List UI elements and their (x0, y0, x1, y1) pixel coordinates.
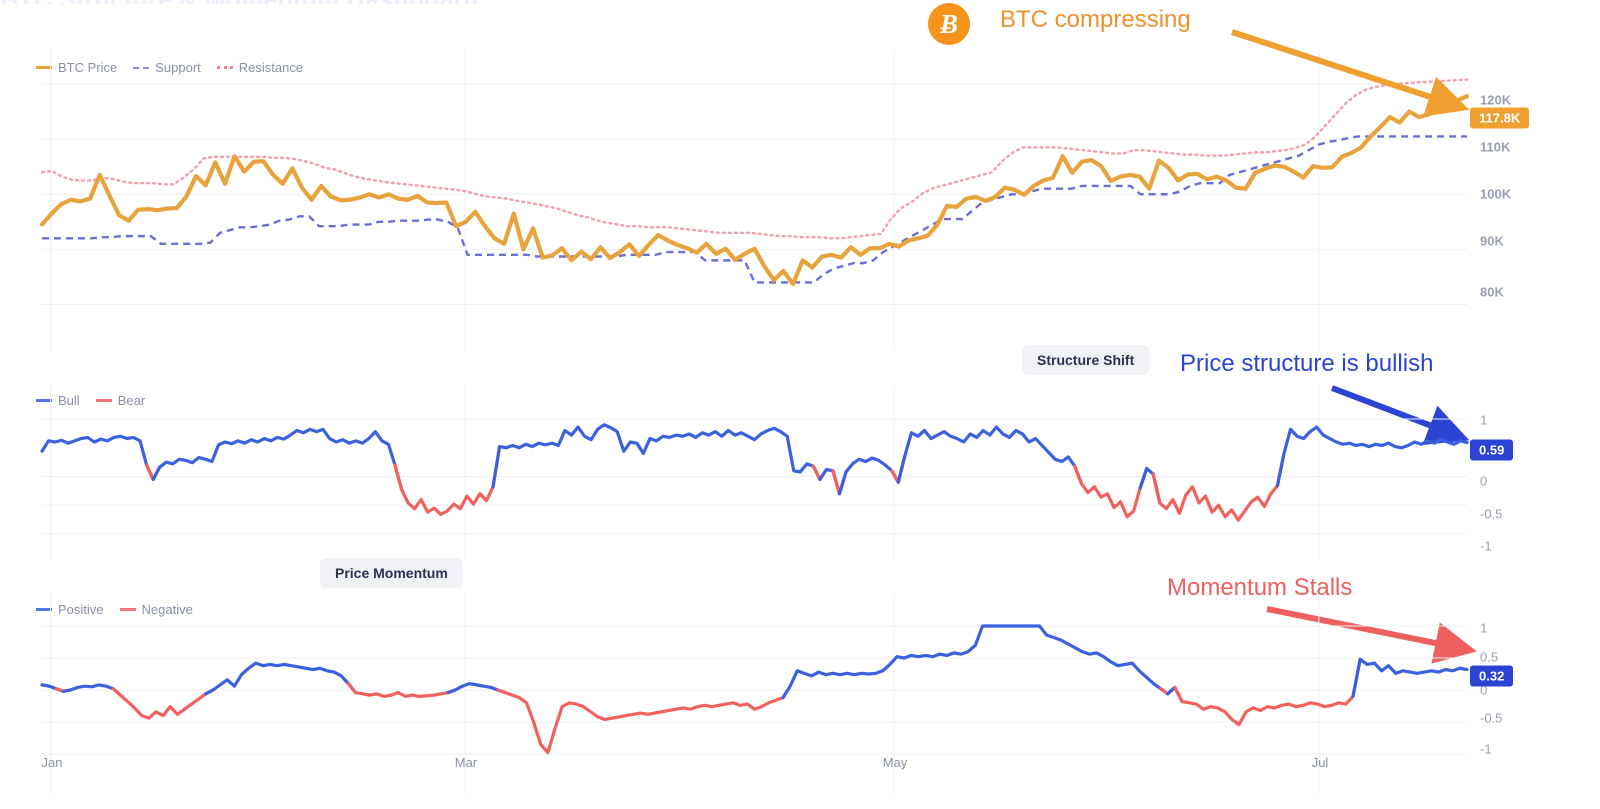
bitcoin-icon: Ƀ (928, 3, 970, 45)
structure-panel: Bull Bear (0, 385, 1600, 560)
legend-label-positive: Positive (58, 602, 104, 617)
legend-label-negative: Negative (141, 602, 193, 617)
momentum-panel: Positive Negative (0, 594, 1600, 794)
ytick-struct-3: -1 (1480, 538, 1492, 554)
price-plot (39, 50, 1470, 350)
legend-label-bull: Bull (58, 393, 80, 408)
legend-label-resistance: Resistance (238, 60, 304, 75)
structure-legend: Bull Bear (36, 393, 145, 408)
xtick-may: May (882, 755, 908, 770)
xtick-jul: Jul (1311, 755, 1329, 770)
legend-item-resistance: Resistance (216, 60, 304, 75)
legend-label-bear: Bear (117, 393, 146, 408)
xtick-mar: Mar (454, 755, 478, 770)
ytick-price-3: 90K (1480, 233, 1504, 249)
ytick-price-0: 120K (1480, 92, 1512, 108)
bitcoin-glyph: Ƀ (939, 8, 958, 39)
xtick-jan: Jan (41, 755, 63, 770)
ytick-mom-2: 0 (1480, 682, 1488, 698)
momentum-legend: Positive Negative (36, 602, 193, 617)
legend-label-btc-price: BTC Price (58, 60, 118, 75)
momentum-plot (40, 594, 1469, 794)
ytick-mom-1: 0.5 (1480, 649, 1499, 665)
legend-item-bull: Bull (36, 393, 80, 408)
page-title: BTC Structure & Momentum Dashboard (0, 0, 479, 4)
btc-compressing-annotation: BTC compressing (1000, 6, 1191, 33)
momentum-value-badge: 0.32 (1470, 665, 1514, 687)
structure-bullish-arrow (1330, 385, 1470, 445)
ytick-struct-2: -0.5 (1480, 506, 1503, 522)
legend-swatch-bear (95, 399, 112, 402)
legend-item-bear: Bear (95, 393, 146, 408)
momentum-stalls-arrow (1266, 606, 1477, 664)
legend-swatch-support (133, 66, 150, 69)
legend-label-support: Support (155, 60, 201, 75)
x-axis: Jan Mar May Jul (0, 755, 1600, 785)
legend-item-btc-price: BTC Price (36, 60, 117, 75)
price-momentum-chip: Price Momentum (320, 558, 463, 588)
structure-value-badge: 0.59 (1470, 439, 1514, 461)
ytick-price-2: 100K (1480, 186, 1512, 202)
ytick-struct-0: 1 (1480, 412, 1488, 428)
structure-plot (40, 385, 1469, 560)
legend-item-negative: Negative (119, 602, 193, 617)
ytick-price-4: 80K (1480, 284, 1504, 300)
legend-item-positive: Positive (36, 602, 104, 617)
legend-swatch-positive (36, 608, 52, 611)
price-legend: BTC Price Support Resistance (36, 60, 303, 75)
btc-compressing-arrow (1231, 29, 1470, 117)
ytick-mom-4: -1 (1480, 741, 1492, 757)
legend-swatch-bull (36, 399, 52, 402)
legend-swatch-resistance (216, 66, 233, 69)
price-value-badge: 117.8K (1470, 107, 1530, 129)
price-panel: BTC Price Support Resistance (0, 50, 1600, 350)
legend-swatch-negative (119, 608, 136, 611)
momentum-stalls-annotation: Momentum Stalls (1167, 574, 1353, 601)
ytick-mom-3: -0.5 (1480, 710, 1503, 726)
legend-swatch-btc-price (36, 66, 52, 69)
ytick-struct-1: 0 (1480, 473, 1488, 489)
structure-shift-chip: Structure Shift (1022, 345, 1150, 375)
ytick-price-1: 110K (1480, 139, 1511, 155)
legend-item-support: Support (133, 60, 201, 75)
structure-bullish-annotation: Price structure is bullish (1180, 350, 1434, 377)
ytick-mom-0: 1 (1480, 620, 1488, 636)
